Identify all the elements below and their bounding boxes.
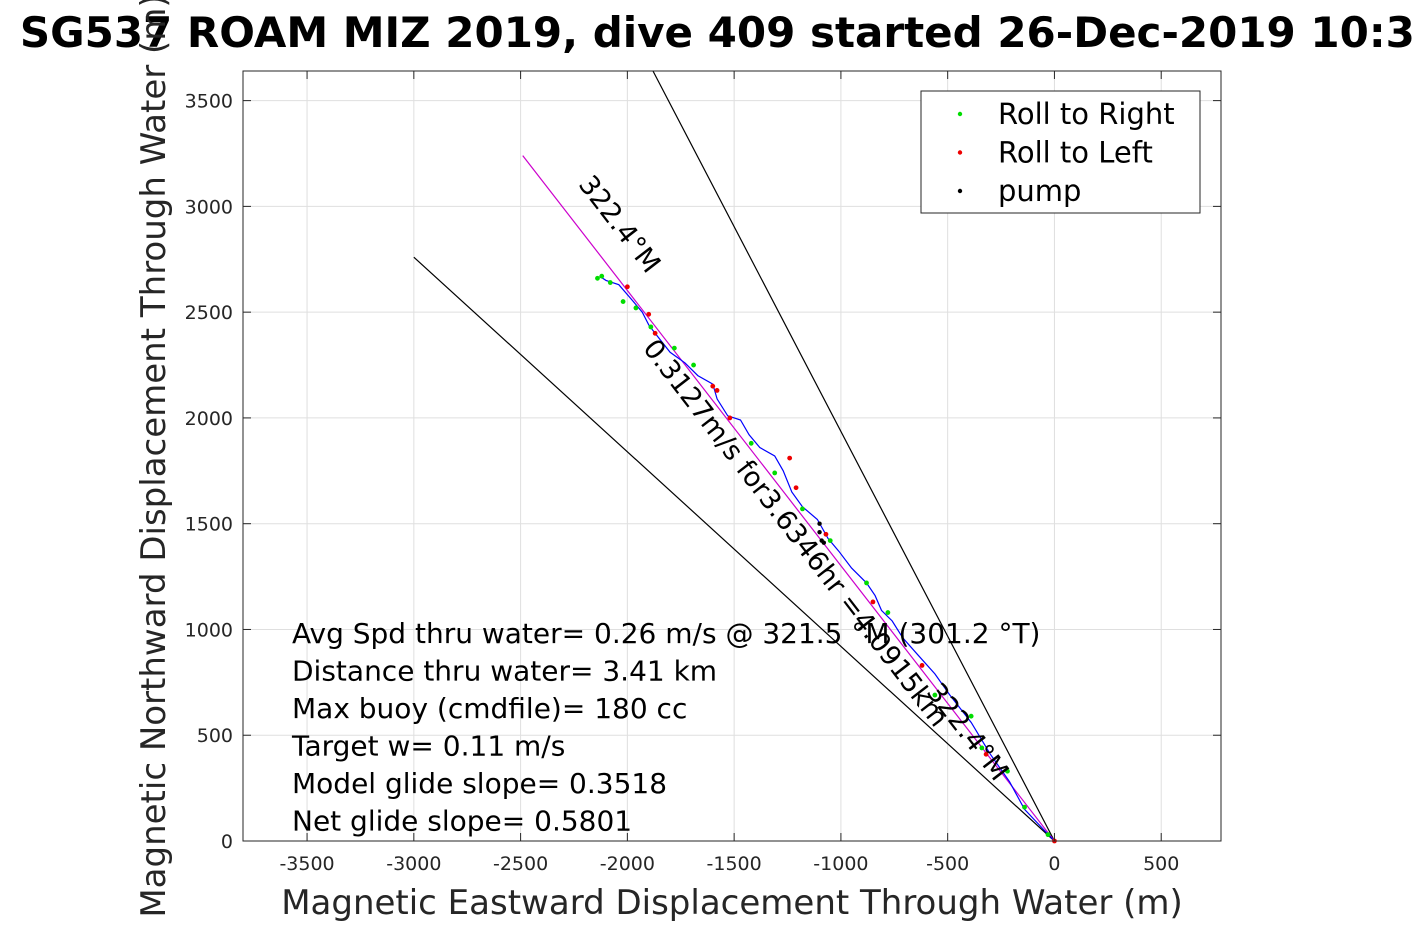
reference-line-heading [522,155,1055,842]
stats-line: Distance thru water= 3.41 km [292,655,717,688]
roll-right-point [772,470,778,476]
roll-left-point [624,284,630,290]
roll-right-point [864,580,869,586]
roll-left-point [823,531,829,537]
y-tick-label: 1500 [185,514,233,536]
legend-marker [957,150,963,155]
roll-right-point [691,362,696,368]
y-tick-label: 2500 [185,302,233,324]
roll-right-point [607,280,613,285]
roll-right-point [748,440,754,446]
roll-right-point [633,305,639,311]
roll-left-point [787,455,793,461]
roll-right-point [595,275,600,281]
x-tick-label: -1500 [707,853,762,875]
x-tick-label: 500 [1143,853,1179,875]
roll-left-point [710,383,716,389]
stats-text: Avg Spd thru water= 0.26 m/s @ 321.5 °M … [291,617,1040,838]
legend-label: Roll to Right [998,97,1175,131]
y-tick-label: 3000 [185,196,233,218]
roll-right-point [932,692,938,698]
stats-line: Target w= 0.11 m/s [291,730,565,763]
x-tick-label: -3500 [279,853,334,875]
chart-title: SG537 ROAM MIZ 2019, dive 409 started 26… [20,8,1417,57]
roll-right-point [885,610,891,615]
roll-right-point [1045,832,1051,838]
roll-left-point [646,311,652,317]
roll-right-point [599,273,605,279]
x-axis-label: Magnetic Eastward Displacement Through W… [281,883,1183,923]
roll-left-point [793,485,799,491]
markers [595,273,1057,844]
roll-right-point [827,538,833,544]
pump-point [817,521,822,526]
roll-left-point [652,330,658,336]
roll-left-point [714,388,720,393]
roll-right-point [648,324,654,330]
ticks: -3500 -3000 -2500 -2000 -1500 -1000 -500 0 500 0 5… [185,71,1221,875]
stats-line: Avg Spd thru water= 0.26 m/s @ 321.5 °M … [292,617,1040,650]
roll-right-point [979,745,985,751]
roll-right-point [1022,804,1027,810]
legend-marker [957,111,963,117]
reference-line-bound-1 [652,70,1055,842]
x-tick-label: 0 [1048,853,1060,875]
y-tick-label: 2000 [185,408,233,430]
legend-label: pump [998,174,1081,208]
y-tick-label: 3500 [185,91,233,113]
y-tick-label: 0 [221,831,233,853]
stats-line: Model glide slope= 0.3518 [292,767,667,800]
stats-line: Max buoy (cmdfile)= 180 cc [292,692,687,725]
legend: Roll to Right Roll to Left pump [920,90,1201,214]
y-tick-label: 500 [197,725,233,747]
axes-box [242,70,1222,842]
y-tick-label: 1000 [185,619,233,641]
roll-left-point [870,599,876,605]
roll-right-point [1005,768,1010,774]
pump-point [821,540,827,545]
legend-box [920,90,1201,214]
roll-right-point [620,299,626,304]
roll-right-point [968,713,974,719]
x-tick-label: -1000 [813,853,868,875]
x-tick-label: -3000 [386,853,441,875]
reference-line-bound-2 [413,256,1055,842]
y-axis-label: Magnetic Northward Displacement Through … [134,0,174,918]
x-tick-label: -2500 [493,853,548,875]
legend-marker [957,188,963,194]
x-tick-label: -2000 [600,853,655,875]
reference-lines [413,70,1055,842]
roll-right-point [800,506,805,512]
roll-right-point [671,345,677,351]
pump-point [817,529,822,535]
roll-left-point [983,751,989,757]
x-tick-label: -500 [926,853,969,875]
legend-label: Roll to Left [998,136,1153,170]
roll-left-point [919,663,925,668]
roll-left-point [727,415,733,421]
stats-line: Net glide slope= 0.5801 [292,805,632,838]
